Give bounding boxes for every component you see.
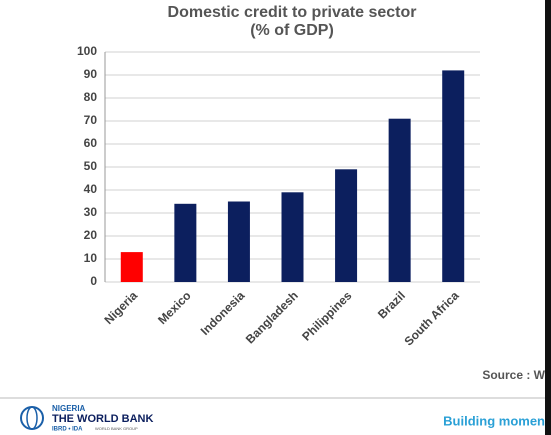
x-tick-label: Nigeria	[101, 288, 140, 327]
logo: NIGERIA THE WORLD BANK IBRD • IDA WORLD …	[20, 404, 153, 433]
logo-name: THE WORLD BANK	[52, 413, 153, 425]
y-tick-label: 10	[84, 251, 98, 265]
source: Source : W	[482, 368, 545, 382]
chart-subtitle: (% of GDP)	[250, 22, 334, 39]
y-tick-label: 100	[77, 44, 97, 58]
y-tick-label: 40	[84, 182, 98, 196]
bar	[227, 201, 250, 282]
y-tick-label: 60	[84, 136, 98, 150]
bar	[174, 203, 197, 282]
logo-country: NIGERIA	[52, 404, 86, 413]
x-tick-label: Indonesia	[198, 288, 248, 338]
bar	[388, 118, 411, 282]
bar	[281, 192, 304, 282]
y-tick-label: 0	[90, 274, 97, 288]
y-tick-label: 70	[84, 113, 98, 127]
logo-globe	[20, 406, 44, 430]
y-tick-label: 50	[84, 159, 98, 173]
logo-group: WORLD BANK GROUP	[95, 426, 138, 431]
logo-globe-line	[26, 406, 38, 430]
y-tick-label: 30	[84, 205, 98, 219]
x-tick-label: Mexico	[155, 288, 194, 327]
x-tick-label: Philippines	[299, 288, 354, 343]
y-tick-label: 90	[84, 67, 98, 81]
x-tick-label: South Africa	[402, 288, 462, 348]
x-tick-label: Brazil	[375, 288, 408, 321]
chart-title: Domestic credit to private sector	[168, 4, 417, 21]
plot: 0 10 20 30 40 50 60 70 80 90 100 Nigeria Mexico Indon…	[77, 44, 480, 349]
bar	[442, 70, 465, 283]
y-tick-label: 20	[84, 228, 98, 242]
bar	[335, 169, 358, 282]
tagline: Building momen	[443, 413, 545, 428]
y-tick-label: 80	[84, 90, 98, 104]
right-edge	[545, 0, 551, 435]
bar	[120, 252, 143, 282]
logo-sub: IBRD • IDA	[52, 427, 83, 433]
x-tick-label: Bangladesh	[243, 288, 301, 346]
